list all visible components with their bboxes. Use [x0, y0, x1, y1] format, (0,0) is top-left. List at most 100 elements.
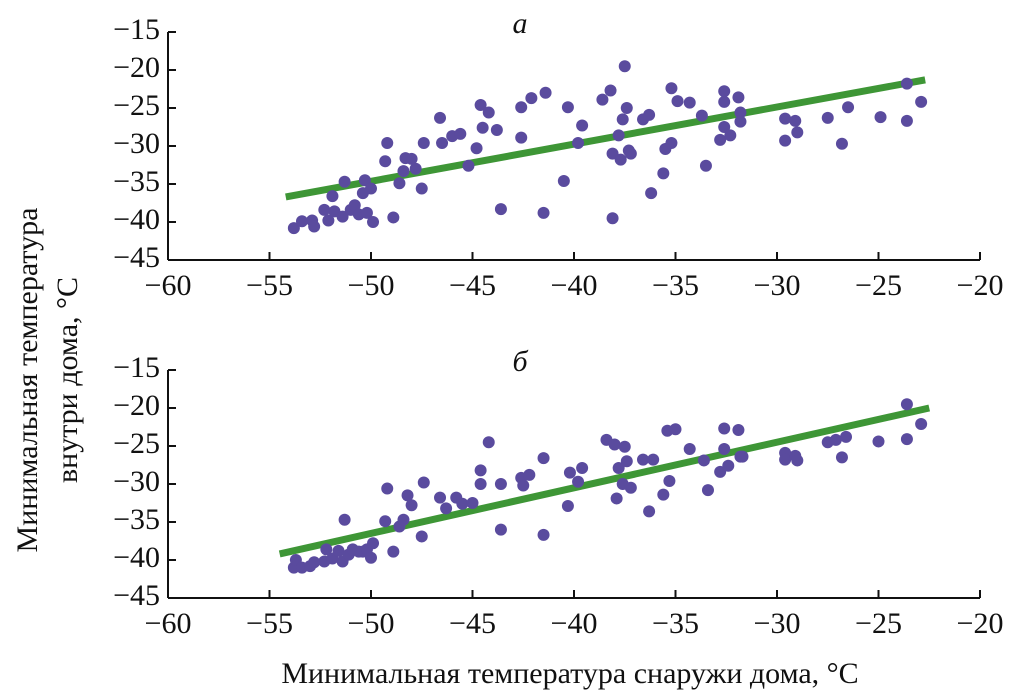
data-point — [295, 215, 308, 228]
data-point — [699, 159, 712, 172]
data-point — [381, 136, 394, 149]
data-point — [525, 92, 538, 105]
data-point — [608, 438, 621, 451]
data-point — [657, 488, 670, 501]
data-point — [620, 455, 633, 468]
data-point — [791, 126, 804, 139]
data-point — [718, 95, 731, 108]
data-point — [367, 537, 380, 550]
data-point — [474, 478, 487, 490]
data-point — [596, 93, 609, 106]
data-point — [722, 459, 735, 472]
data-point — [320, 543, 333, 556]
data-point — [657, 167, 670, 180]
data-point — [835, 137, 848, 150]
data-point — [401, 489, 414, 502]
data-point — [643, 108, 656, 121]
data-point — [515, 131, 528, 144]
data-point — [415, 530, 428, 543]
data-point — [405, 152, 418, 165]
data-point — [915, 417, 928, 430]
y-tick-label: −20 — [113, 51, 160, 84]
x-tick-label: −45 — [449, 269, 496, 302]
data-point — [829, 433, 842, 446]
y-label-line: Минимальная температура — [11, 208, 44, 553]
panel-label: а — [513, 7, 528, 40]
y-tick-label: −30 — [113, 127, 160, 160]
data-point — [332, 544, 345, 557]
y-tick-label: −35 — [113, 165, 160, 198]
data-point — [840, 430, 853, 443]
data-point — [647, 453, 660, 466]
data-point — [434, 491, 447, 504]
y-tick-label: −30 — [113, 465, 160, 498]
data-point — [669, 423, 682, 436]
data-point — [821, 111, 834, 124]
data-point — [338, 175, 351, 188]
data-point — [490, 124, 503, 137]
data-point — [466, 497, 479, 509]
data-point — [624, 147, 637, 160]
fit-line — [285, 76, 926, 201]
data-point — [360, 206, 373, 219]
data-point — [718, 121, 731, 133]
data-point — [665, 136, 678, 149]
data-point — [476, 121, 489, 134]
data-point — [616, 113, 629, 126]
x-tick-label: −60 — [145, 607, 192, 640]
data-point — [614, 153, 627, 166]
data-point — [683, 443, 696, 456]
data-point — [900, 114, 913, 127]
data-point — [387, 211, 400, 224]
data-point — [381, 482, 394, 495]
data-point — [732, 424, 745, 437]
x-tick-label: −60 — [145, 269, 192, 302]
x-tick-label: −25 — [855, 269, 902, 302]
panel-label: б — [512, 345, 528, 378]
x-tick-label: −50 — [348, 607, 395, 640]
y-tick-label: −45 — [113, 241, 160, 274]
data-point — [624, 481, 637, 494]
data-point — [683, 96, 696, 109]
data-point — [379, 515, 392, 528]
data-point — [393, 177, 406, 190]
data-point — [379, 155, 392, 168]
data-point — [618, 440, 631, 453]
data-point — [779, 112, 792, 125]
y-tick-label: −35 — [113, 503, 160, 536]
data-point — [454, 127, 467, 140]
y-tick-label: −15 — [113, 13, 160, 46]
data-point — [523, 468, 536, 481]
data-point — [604, 84, 617, 97]
data-point — [417, 136, 430, 149]
data-point — [397, 165, 410, 178]
data-point — [872, 435, 885, 448]
data-point — [563, 466, 576, 479]
data-point — [610, 492, 623, 505]
data-point — [537, 528, 550, 541]
data-point — [695, 109, 708, 122]
data-point — [718, 443, 731, 456]
data-point — [618, 60, 631, 73]
data-point — [539, 86, 552, 99]
data-point — [436, 136, 449, 149]
x-tick-label: −25 — [855, 607, 902, 640]
data-point — [415, 182, 428, 195]
y-tick-label: −15 — [113, 351, 160, 384]
data-point — [734, 115, 747, 128]
data-point — [663, 474, 676, 487]
data-point — [482, 106, 495, 119]
data-point — [338, 513, 351, 526]
y-tick-label: −20 — [113, 389, 160, 422]
y-tick-label: −40 — [113, 203, 160, 236]
data-point — [397, 513, 410, 526]
x-tick-label: −55 — [246, 269, 293, 302]
y-tick-label: −25 — [113, 427, 160, 460]
data-point — [336, 210, 349, 223]
data-point — [835, 451, 848, 464]
data-point — [697, 454, 710, 467]
data-point — [643, 505, 656, 518]
data-point — [718, 422, 731, 435]
data-point — [494, 203, 507, 216]
data-point — [606, 212, 619, 225]
